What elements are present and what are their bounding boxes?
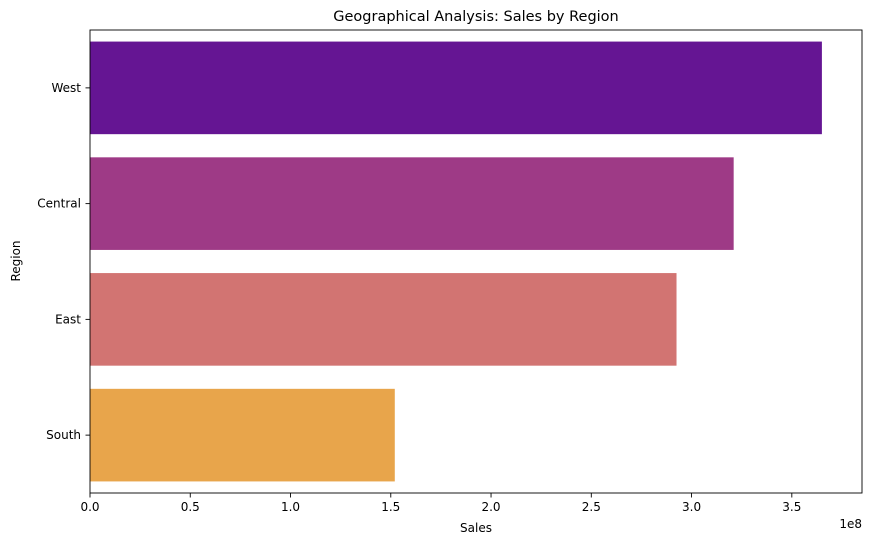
x-tick-label: 2.0	[481, 500, 500, 514]
plot-frame	[89, 29, 863, 494]
y-axis-ticks: West Central East South	[37, 81, 90, 442]
x-axis-ticks: 0.0 0.5 1.0 1.5 2.0 2.5 3.0 3.5	[80, 493, 801, 514]
bar-central	[90, 157, 734, 250]
x-tick-label: 2.5	[582, 500, 601, 514]
x-tick-label: 1.5	[381, 500, 400, 514]
y-tick-label: South	[46, 428, 81, 442]
bar-south	[90, 388, 395, 482]
x-axis-label: Sales	[460, 521, 492, 535]
x-tick-label: 0.0	[80, 500, 99, 514]
y-axis-label: Region	[9, 240, 23, 281]
x-tick-label: 3.5	[782, 500, 801, 514]
x-tick-label: 1.0	[281, 500, 300, 514]
x-tick-label: 0.5	[181, 500, 200, 514]
chart-title: Geographical Analysis: Sales by Region	[333, 9, 618, 25]
bar-west	[90, 41, 822, 135]
bar-east	[90, 273, 677, 366]
y-tick-label: Central	[37, 197, 81, 211]
y-tick-label: West	[51, 81, 81, 95]
bars-group	[90, 41, 822, 482]
x-tick-label: 3.0	[682, 500, 701, 514]
y-tick-label: East	[55, 312, 81, 326]
x-axis-offset-label: 1e8	[839, 517, 862, 531]
